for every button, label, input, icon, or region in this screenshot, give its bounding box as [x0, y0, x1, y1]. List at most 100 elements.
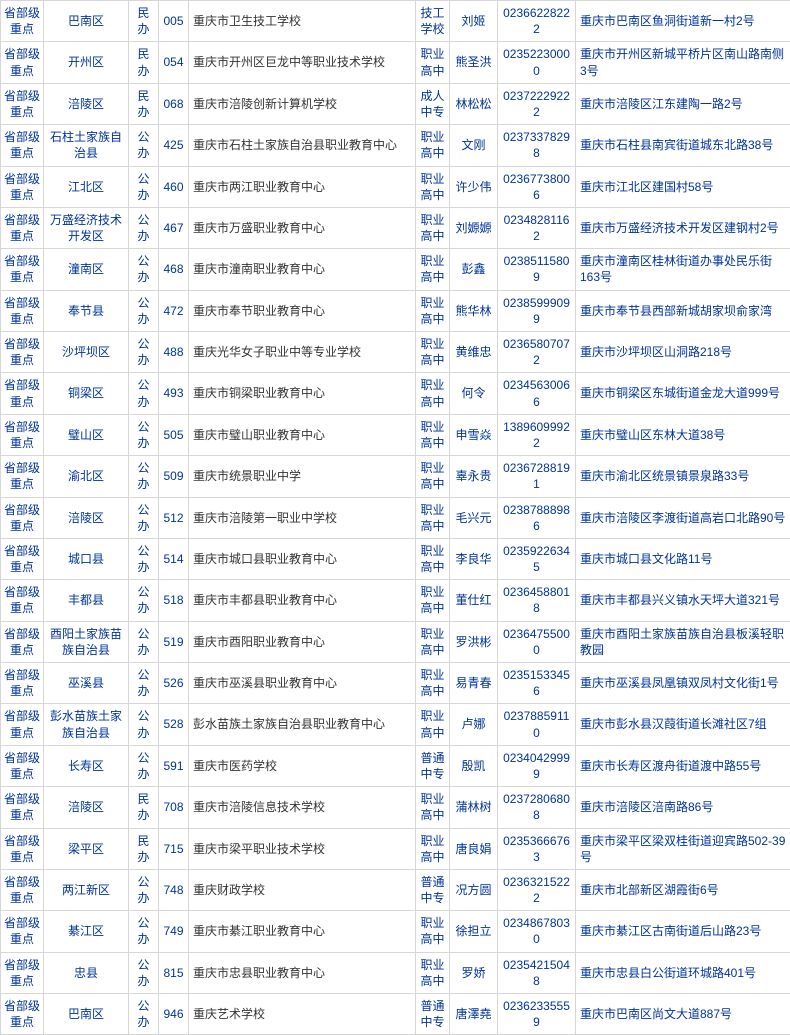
cell-district[interactable]: 彭水苗族土家族自治县	[44, 704, 129, 745]
cell-level[interactable]: 省部级重点	[1, 952, 44, 993]
cell-phone[interactable]: 02385115809	[498, 249, 576, 290]
cell-level[interactable]: 省部级重点	[1, 911, 44, 952]
cell-district[interactable]: 奉节县	[44, 290, 129, 331]
cell-phone[interactable]: 02345630066	[498, 373, 576, 414]
cell-code[interactable]: 488	[159, 332, 189, 373]
cell-code[interactable]: 526	[159, 663, 189, 704]
cell-level[interactable]: 省部级重点	[1, 497, 44, 538]
cell-phone[interactable]: 02372806808	[498, 787, 576, 828]
cell-district[interactable]: 江北区	[44, 166, 129, 207]
cell-ownership[interactable]: 公办	[129, 166, 159, 207]
cell-code[interactable]: 946	[159, 994, 189, 1035]
cell-phone[interactable]: 02366228222	[498, 1, 576, 42]
cell-phone[interactable]: 02367738006	[498, 166, 576, 207]
cell-district[interactable]: 城口县	[44, 538, 129, 579]
cell-phone[interactable]: 02348281162	[498, 207, 576, 248]
cell-principal[interactable]: 刘姬	[450, 1, 498, 42]
cell-code[interactable]: 519	[159, 621, 189, 662]
cell-level[interactable]: 省部级重点	[1, 456, 44, 497]
cell-code[interactable]: 514	[159, 538, 189, 579]
cell-code[interactable]: 472	[159, 290, 189, 331]
cell-ownership[interactable]: 公办	[129, 290, 159, 331]
cell-school_type[interactable]: 职业高中	[416, 952, 450, 993]
cell-district[interactable]: 铜梁区	[44, 373, 129, 414]
cell-district[interactable]: 石柱土家族自治县	[44, 125, 129, 166]
cell-address[interactable]: 重庆市长寿区渡舟街道渡中路55号	[576, 745, 790, 786]
cell-code[interactable]: 591	[159, 745, 189, 786]
cell-principal[interactable]: 罗娇	[450, 952, 498, 993]
cell-phone[interactable]: 02348678030	[498, 911, 576, 952]
cell-address[interactable]: 重庆市城口县文化路11号	[576, 538, 790, 579]
cell-principal[interactable]: 辜永贵	[450, 456, 498, 497]
cell-code[interactable]: 505	[159, 414, 189, 455]
cell-level[interactable]: 省部级重点	[1, 290, 44, 331]
cell-level[interactable]: 省部级重点	[1, 828, 44, 869]
cell-principal[interactable]: 蒲林树	[450, 787, 498, 828]
cell-district[interactable]: 忠县	[44, 952, 129, 993]
cell-address[interactable]: 重庆市涪陵区李渡街道高岩口北路90号	[576, 497, 790, 538]
cell-level[interactable]: 省部级重点	[1, 869, 44, 910]
cell-phone[interactable]: 02387888986	[498, 497, 576, 538]
cell-school_type[interactable]: 职业高中	[416, 42, 450, 83]
cell-school_type[interactable]: 普通中专	[416, 869, 450, 910]
cell-address[interactable]: 重庆市酉阳土家族苗族自治县板溪轻职教园	[576, 621, 790, 662]
cell-ownership[interactable]: 公办	[129, 538, 159, 579]
cell-principal[interactable]: 熊圣洪	[450, 42, 498, 83]
cell-level[interactable]: 省部级重点	[1, 580, 44, 621]
cell-phone[interactable]: 02367288191	[498, 456, 576, 497]
cell-district[interactable]: 万盛经济技术开发区	[44, 207, 129, 248]
cell-address[interactable]: 重庆市巫溪县凤凰镇双凤村文化街1号	[576, 663, 790, 704]
cell-district[interactable]: 巫溪县	[44, 663, 129, 704]
cell-code[interactable]: 054	[159, 42, 189, 83]
cell-school_type[interactable]: 职业高中	[416, 373, 450, 414]
cell-district[interactable]: 沙坪坝区	[44, 332, 129, 373]
cell-district[interactable]: 渝北区	[44, 456, 129, 497]
cell-school_type[interactable]: 职业高中	[416, 456, 450, 497]
cell-level[interactable]: 省部级重点	[1, 42, 44, 83]
cell-code[interactable]: 467	[159, 207, 189, 248]
cell-school_type[interactable]: 职业高中	[416, 538, 450, 579]
cell-principal[interactable]: 董仕红	[450, 580, 498, 621]
cell-phone[interactable]: 02385999099	[498, 290, 576, 331]
cell-ownership[interactable]: 公办	[129, 663, 159, 704]
cell-ownership[interactable]: 民办	[129, 787, 159, 828]
cell-phone[interactable]: 02372229222	[498, 83, 576, 124]
cell-code[interactable]: 512	[159, 497, 189, 538]
cell-level[interactable]: 省部级重点	[1, 373, 44, 414]
cell-address[interactable]: 重庆市万盛经济技术开发区建钢村2号	[576, 207, 790, 248]
cell-phone[interactable]: 02352230000	[498, 42, 576, 83]
cell-school_type[interactable]: 技工学校	[416, 1, 450, 42]
cell-school_type[interactable]: 职业高中	[416, 911, 450, 952]
cell-address[interactable]: 重庆市铜梁区东城街道金龙大道999号	[576, 373, 790, 414]
cell-address[interactable]: 重庆市奉节县西部新城胡家坝俞家湾	[576, 290, 790, 331]
cell-level[interactable]: 省部级重点	[1, 538, 44, 579]
cell-level[interactable]: 省部级重点	[1, 621, 44, 662]
cell-school_type[interactable]: 职业高中	[416, 663, 450, 704]
cell-address[interactable]: 重庆市巴南区鱼洞街道新一村2号	[576, 1, 790, 42]
cell-district[interactable]: 酉阳土家族苗族自治县	[44, 621, 129, 662]
cell-ownership[interactable]: 公办	[129, 373, 159, 414]
cell-district[interactable]: 璧山区	[44, 414, 129, 455]
cell-principal[interactable]: 刘嫄嫄	[450, 207, 498, 248]
cell-principal[interactable]: 唐澤堯	[450, 994, 498, 1035]
cell-district[interactable]: 涪陵区	[44, 83, 129, 124]
cell-address[interactable]: 重庆市涪陵区江东建陶一路2号	[576, 83, 790, 124]
cell-code[interactable]: 493	[159, 373, 189, 414]
cell-code[interactable]: 068	[159, 83, 189, 124]
cell-address[interactable]: 重庆市潼南区桂林街道办事处民乐街163号	[576, 249, 790, 290]
cell-level[interactable]: 省部级重点	[1, 166, 44, 207]
cell-phone[interactable]: 02378859110	[498, 704, 576, 745]
cell-address[interactable]: 重庆市沙坪坝区山洞路218号	[576, 332, 790, 373]
cell-phone[interactable]: 02359226345	[498, 538, 576, 579]
cell-district[interactable]: 潼南区	[44, 249, 129, 290]
cell-principal[interactable]: 况方圆	[450, 869, 498, 910]
cell-phone[interactable]: 13896099922	[498, 414, 576, 455]
cell-principal[interactable]: 黄维忠	[450, 332, 498, 373]
cell-code[interactable]: 748	[159, 869, 189, 910]
cell-school_type[interactable]: 职业高中	[416, 704, 450, 745]
cell-phone[interactable]: 02353666763	[498, 828, 576, 869]
cell-ownership[interactable]: 公办	[129, 207, 159, 248]
cell-level[interactable]: 省部级重点	[1, 332, 44, 373]
cell-address[interactable]: 重庆市渝北区统景镇景泉路33号	[576, 456, 790, 497]
cell-school_type[interactable]: 职业高中	[416, 787, 450, 828]
